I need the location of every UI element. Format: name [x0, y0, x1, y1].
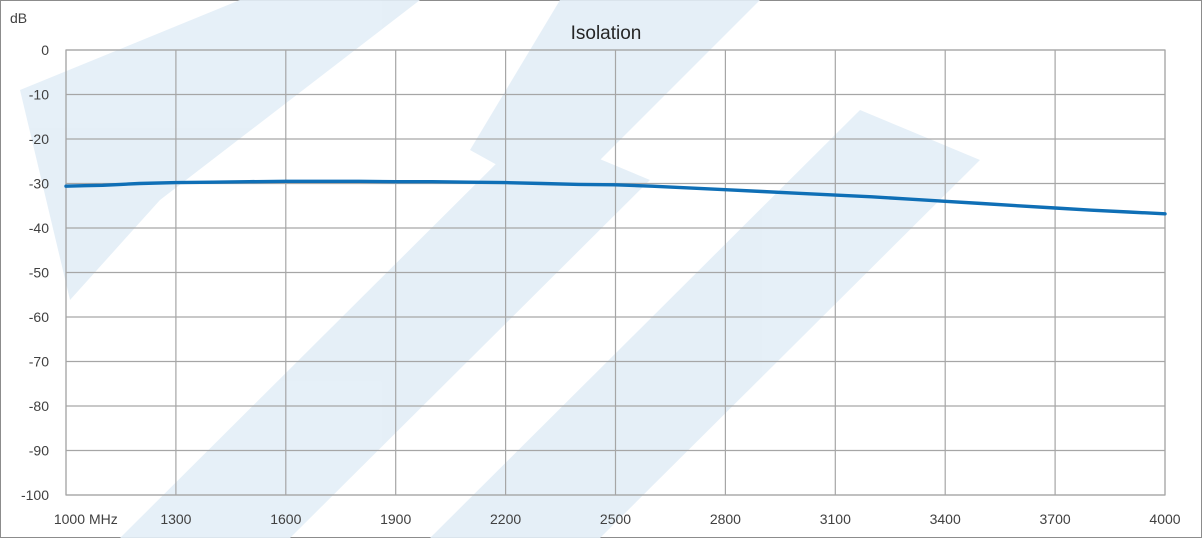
x-axis-unit: MHz	[89, 511, 118, 527]
y-tick-label: -80	[29, 398, 49, 414]
x-tick-label: 1300	[160, 511, 191, 527]
x-tick-label: 1900	[380, 511, 411, 527]
plot-area-border	[65, 49, 1166, 496]
y-tick-label: -40	[29, 220, 49, 236]
x-tick-label: 3400	[930, 511, 961, 527]
y-axis-ticks: 0 -10 -20 -30 -40 -50 -60 -70 -80 -90 -100	[21, 42, 49, 503]
x-tick-label: 2500	[600, 511, 631, 527]
x-tick-label: 1600	[270, 511, 301, 527]
x-tick-label: 4000	[1149, 511, 1180, 527]
x-tick-label: 1000	[54, 511, 85, 527]
series-layer	[64, 179, 1167, 216]
y-tick-label: -60	[29, 309, 49, 325]
y-tick-label: -100	[21, 487, 49, 503]
series-line	[64, 179, 1167, 216]
y-tick-label: -50	[29, 265, 49, 281]
chart-title: Isolation	[571, 23, 642, 44]
x-tick-label: 2800	[710, 511, 741, 527]
x-tick-label: 3700	[1040, 511, 1071, 527]
x-tick-label: 3100	[820, 511, 851, 527]
x-tick-label: 2200	[490, 511, 521, 527]
y-axis-label: dB	[10, 10, 27, 26]
y-tick-label: -10	[29, 87, 49, 103]
y-tick-label: -70	[29, 354, 49, 370]
y-tick-label: -30	[29, 176, 49, 192]
y-tick-label: 0	[41, 42, 49, 58]
y-tick-label: -20	[29, 131, 49, 147]
y-tick-label: -90	[29, 443, 49, 459]
x-axis-ticks: 1000 1300 1600 1900 2200 2500 2800 3100 3400 3700…	[54, 511, 1181, 527]
